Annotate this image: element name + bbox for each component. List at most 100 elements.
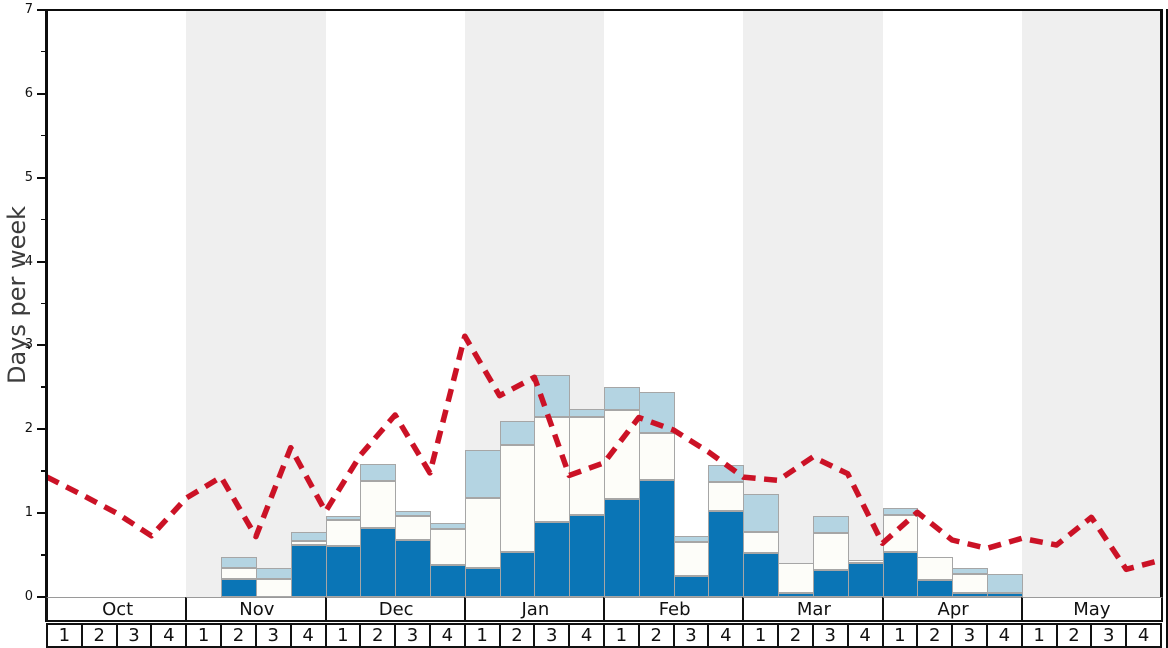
- week-cell-mar-4: 4: [846, 623, 884, 648]
- month-cell-jan: Jan: [463, 597, 605, 622]
- bar-jan4-bar-bottom-dark-blue: [569, 514, 605, 597]
- bar-jan1-bar-top-light-blue: [464, 450, 501, 499]
- y-tick-6: [37, 92, 46, 95]
- bar-mar3-bar-middle-white: [812, 533, 849, 571]
- bar-feb4-bar-middle-white: [708, 482, 745, 512]
- y-minor-tick-3.5: [41, 302, 46, 304]
- week-cell-jan-1: 1: [463, 623, 501, 648]
- week-cell-may-1: 1: [1020, 623, 1058, 648]
- week-cell-apr-2: 2: [916, 623, 954, 648]
- bar-apr4-bar-top-light-blue: [986, 574, 1023, 593]
- y-minor-tick-4.5: [41, 218, 46, 221]
- month-cell-may: May: [1020, 597, 1163, 622]
- bar-dec2-bar-bottom-dark-blue: [360, 528, 397, 597]
- bar-dec4-bar-bottom-dark-blue: [429, 565, 466, 597]
- bar-dec3-bar-middle-white: [395, 516, 431, 540]
- y-tick-label-2: 2: [24, 421, 33, 437]
- bar-dec1-bar-bottom-dark-blue: [325, 545, 362, 597]
- week-cell-jan-4: 4: [568, 623, 605, 648]
- y-tick-label-5: 5: [24, 169, 33, 185]
- month-band-may: [1021, 10, 1161, 597]
- y-tick-0: [37, 596, 46, 598]
- bar-dec2-bar-top-light-blue: [360, 463, 397, 482]
- week-cell-jan-3: 3: [533, 623, 571, 648]
- y-tick-label-3: 3: [24, 337, 33, 353]
- bar-feb2-bar-top-light-blue: [638, 392, 675, 433]
- y-tick-label-1: 1: [24, 505, 33, 521]
- bar-nov3-bar-middle-white: [255, 579, 292, 597]
- bar-feb4-bar-bottom-dark-blue: [708, 511, 745, 597]
- month-cell-oct: Oct: [46, 597, 188, 622]
- bar-dec4-bar-top-light-blue: [429, 523, 466, 530]
- week-cell-nov-1: 1: [185, 623, 223, 648]
- bar-nov3-bar-top-light-blue: [255, 567, 292, 580]
- left-spine: [45, 9, 48, 622]
- bar-jan1-bar-middle-white: [464, 498, 501, 568]
- bar-mar3-bar-top-light-blue: [812, 516, 849, 534]
- week-cell-nov-2: 2: [220, 623, 257, 648]
- week-cell-jan-2: 2: [498, 623, 536, 648]
- bar-apr3-bar-top-light-blue: [952, 568, 988, 575]
- y-minor-tick-5.5: [41, 134, 46, 137]
- bar-dec1-bar-top-light-blue: [325, 515, 362, 520]
- bar-jan2-bar-top-light-blue: [499, 420, 536, 446]
- bar-apr1-bar-bottom-dark-blue: [882, 551, 919, 597]
- bar-feb2-bar-middle-white: [638, 432, 675, 481]
- month-cell-dec: Dec: [324, 597, 466, 622]
- top-spine: [45, 9, 1163, 11]
- bar-feb1-bar-bottom-dark-blue: [604, 498, 640, 597]
- bar-nov2-bar-middle-white: [221, 567, 257, 580]
- bar-feb3-bar-top-light-blue: [673, 535, 710, 543]
- y-tick-label-6: 6: [24, 85, 33, 101]
- y-tick-4: [37, 260, 46, 263]
- bar-dec3-bar-bottom-dark-blue: [395, 539, 431, 597]
- bar-feb3-bar-middle-white: [673, 542, 710, 577]
- week-cell-may-2: 2: [1055, 623, 1093, 648]
- week-cell-may-3: 3: [1090, 623, 1128, 648]
- y-tick-7: [37, 9, 46, 11]
- month-cell-nov: Nov: [185, 597, 327, 622]
- bar-mar1-bar-top-light-blue: [743, 493, 780, 533]
- bar-apr1-bar-top-light-blue: [882, 508, 919, 515]
- week-cell-dec-1: 1: [324, 623, 362, 648]
- y-minor-tick-2.5: [41, 386, 46, 388]
- week-cell-feb-4: 4: [707, 623, 745, 648]
- week-cell-mar-1: 1: [742, 623, 780, 648]
- bar-apr2-bar-bottom-dark-blue: [917, 580, 954, 597]
- bar-dec3-bar-top-light-blue: [395, 510, 431, 517]
- month-cell-feb: Feb: [603, 597, 745, 622]
- month-cell-apr: Apr: [881, 597, 1023, 622]
- week-cell-mar-3: 3: [811, 623, 849, 648]
- y-minor-tick-6.5: [41, 50, 46, 53]
- y-tick-3: [37, 344, 46, 347]
- bar-dec4-bar-middle-white: [429, 529, 466, 566]
- bar-jan2-bar-bottom-dark-blue: [499, 551, 536, 597]
- bar-feb1-bar-middle-white: [604, 409, 640, 499]
- y-minor-tick-0.5: [41, 554, 46, 556]
- bar-apr1-bar-middle-white: [882, 514, 919, 552]
- bar-mar4-bar-bottom-dark-blue: [847, 562, 884, 597]
- figure-right-edge: [1166, 9, 1168, 648]
- bar-dec1-bar-middle-white: [325, 519, 362, 546]
- bar-mar1-bar-bottom-dark-blue: [743, 553, 780, 597]
- bar-jan3-bar-bottom-dark-blue: [534, 521, 571, 597]
- y-tick-label-7: 7: [24, 2, 33, 17]
- week-cell-oct-2: 2: [80, 623, 118, 648]
- week-cell-dec-3: 3: [394, 623, 431, 648]
- bar-jan1-bar-bottom-dark-blue: [464, 567, 501, 597]
- bar-jan3-bar-top-light-blue: [534, 374, 571, 417]
- week-cell-apr-3: 3: [951, 623, 988, 648]
- month-band-nov: [186, 10, 326, 597]
- week-cell-oct-1: 1: [46, 623, 83, 648]
- bar-feb3-bar-bottom-dark-blue: [673, 576, 710, 597]
- y-tick-1: [37, 512, 46, 515]
- week-cell-apr-1: 1: [881, 623, 919, 648]
- bar-nov4-bar-middle-white: [290, 540, 327, 545]
- week-cell-nov-4: 4: [289, 623, 327, 648]
- bar-mar2-bar-middle-white: [778, 563, 814, 593]
- bar-apr2-bar-middle-white: [917, 556, 954, 581]
- week-cell-feb-2: 2: [637, 623, 675, 648]
- bar-jan4-bar-middle-white: [569, 416, 605, 515]
- week-cell-nov-3: 3: [254, 623, 292, 648]
